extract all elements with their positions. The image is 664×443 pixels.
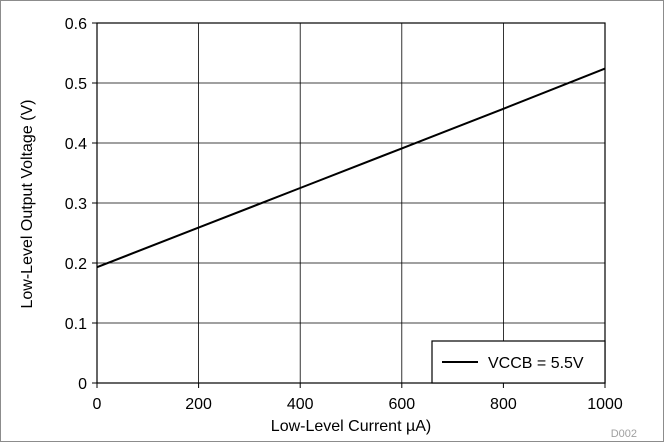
y-tick-label: 0.4 bbox=[65, 136, 87, 153]
series-line bbox=[96, 67, 606, 269]
x-axis-label: Low-Level Current µA) bbox=[271, 418, 431, 435]
y-axis-label: Low-Level Output Voltage (V) bbox=[19, 99, 36, 308]
y-tick-label: 0.3 bbox=[65, 196, 87, 213]
series-layer bbox=[96, 67, 606, 269]
y-tick-label: 0 bbox=[78, 376, 87, 393]
x-tick-label: 600 bbox=[388, 396, 415, 413]
y-tick-label: 0.6 bbox=[65, 16, 87, 33]
x-tick-label: 800 bbox=[490, 396, 517, 413]
figure-id-footnote: D002 bbox=[611, 428, 637, 440]
x-tick-label: 0 bbox=[93, 396, 102, 413]
grid-lines bbox=[97, 23, 605, 383]
tick-labels: 0 200 400 600 800 1000 0 0.1 0.2 0.3 0.4 0.5 0.6 bbox=[65, 16, 623, 413]
legend: VCCB = 5.5V bbox=[431, 340, 606, 384]
x-tick-label: 1000 bbox=[587, 396, 623, 413]
x-tick-label: 200 bbox=[185, 396, 212, 413]
legend-label: VCCB = 5.5V bbox=[488, 355, 584, 372]
y-tick-label: 0.2 bbox=[65, 256, 87, 273]
x-tick-label: 400 bbox=[287, 396, 314, 413]
y-tick-label: 0.1 bbox=[65, 316, 87, 333]
y-tick-label: 0.5 bbox=[65, 76, 87, 93]
